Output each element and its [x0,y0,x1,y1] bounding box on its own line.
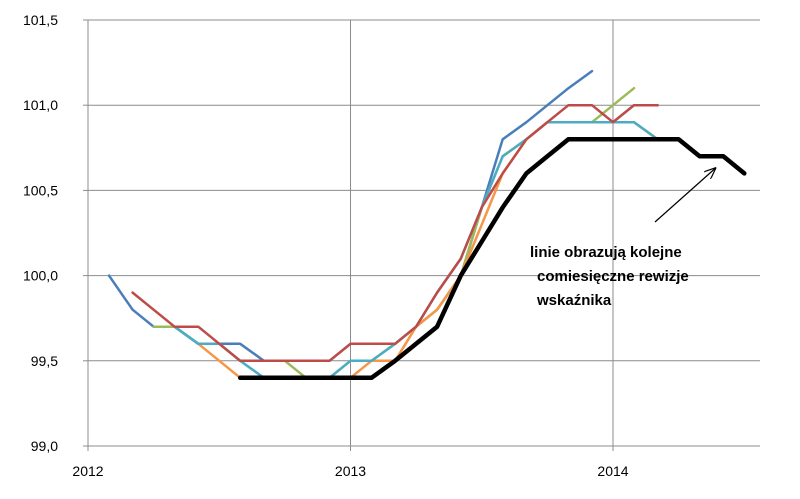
annotation-line-1: linie obrazują kolejne [530,244,682,261]
y-tick-label: 99,0 [31,438,58,454]
series-line-1 [152,86,636,380]
series-line-5 [131,103,659,363]
axes [83,19,760,451]
x-tick-label: 2014 [597,463,628,479]
annotation: linie obrazują kolejne comiesięczne rewi… [530,168,715,309]
annotation-line-2: comiesięczne rewizje [537,268,689,285]
series-lines [107,69,747,381]
x-axis-tick-labels: 2012 2013 2014 [72,463,628,479]
x-tick-label: 2013 [335,463,366,479]
annotation-line-3: wskaźnika [536,292,612,309]
y-tick-label: 100,5 [23,182,58,198]
annotation-arrow [654,168,715,223]
y-tick-label: 101,0 [23,97,58,113]
y-tick-label: 101,5 [23,12,58,28]
x-tick-label: 2012 [72,463,103,479]
series-line-6 [237,137,747,381]
y-axis-tick-labels: 99,0 99,5 100,0 100,5 101,0 101,5 [23,12,58,454]
y-tick-label: 100,0 [23,268,58,284]
gridlines [88,19,760,446]
y-tick-label: 99,5 [31,353,58,369]
